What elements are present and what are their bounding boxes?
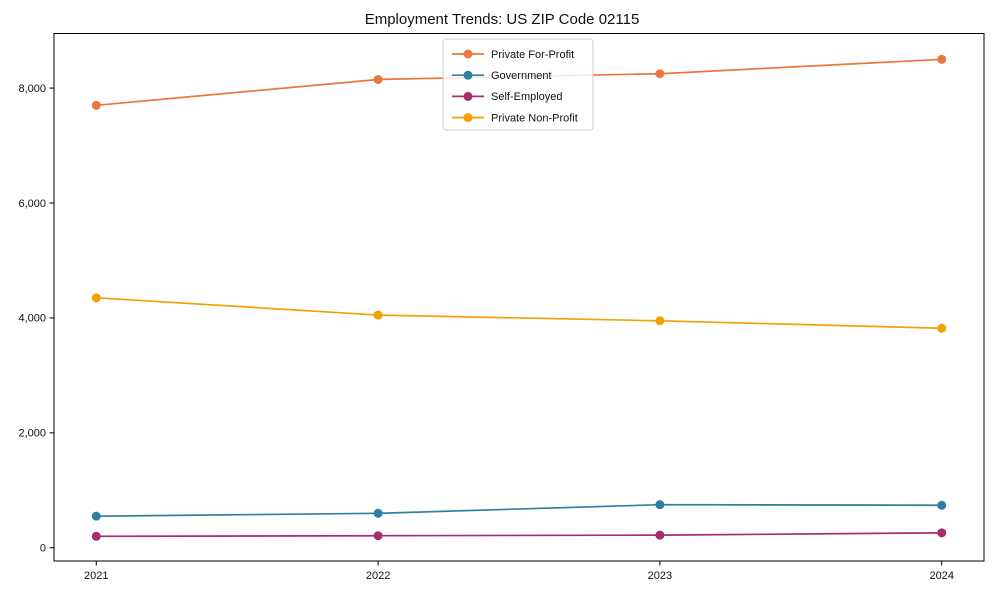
data-point (373, 508, 383, 518)
series-line (96, 503, 942, 518)
y-tick-label: 8,000 (18, 83, 46, 95)
data-point (937, 323, 947, 333)
data-point (373, 74, 383, 84)
x-tick-label: 2021 (84, 570, 108, 582)
x-tick-label: 2023 (648, 570, 672, 582)
data-point (91, 293, 101, 303)
series-government (91, 500, 947, 521)
x-tick-label: 2022 (366, 570, 390, 582)
legend-label: Government (491, 70, 552, 82)
plot-border (53, 33, 985, 562)
legend-entry-private-for-profit: Private For-Profit (452, 49, 574, 61)
legend-box (442, 38, 594, 131)
data-point (655, 69, 665, 79)
data-point (91, 511, 101, 521)
data-point (937, 500, 947, 510)
legend-entry-private-non-profit: Private Non-Profit (452, 112, 578, 124)
legend-marker-icon (463, 113, 473, 123)
legend-marker-icon (463, 91, 473, 101)
data-point (373, 310, 383, 320)
data-point (655, 500, 665, 510)
data-point (655, 530, 665, 540)
legend-entry-self-employed: Self-Employed (452, 91, 563, 103)
data-point (373, 531, 383, 541)
x-tick-label: 2024 (929, 570, 953, 582)
series-line (96, 531, 942, 538)
data-point (937, 54, 947, 64)
data-point (655, 316, 665, 326)
legend-label: Self-Employed (491, 91, 563, 103)
y-tick-label: 6,000 (18, 198, 46, 210)
chart-title: Employment Trends: US ZIP Code 02115 (365, 11, 640, 28)
y-tick-label: 4,000 (18, 313, 46, 325)
legend-marker-icon (463, 70, 473, 80)
data-point (91, 531, 101, 541)
legend-label: Private Non-Profit (491, 112, 578, 124)
y-tick-label: 2,000 (18, 428, 46, 440)
data-point (937, 528, 947, 538)
legend-label: Private For-Profit (491, 49, 574, 61)
series-self-employed (91, 528, 947, 541)
y-tick-label: 0 (40, 543, 46, 555)
legend-entry-government: Government (452, 70, 552, 82)
legend-marker-icon (463, 49, 473, 59)
series-line (96, 296, 942, 330)
series-private-non-profit (91, 293, 947, 333)
data-point (91, 100, 101, 110)
legend: Private For-Profit Government Self-Employe… (442, 38, 594, 131)
